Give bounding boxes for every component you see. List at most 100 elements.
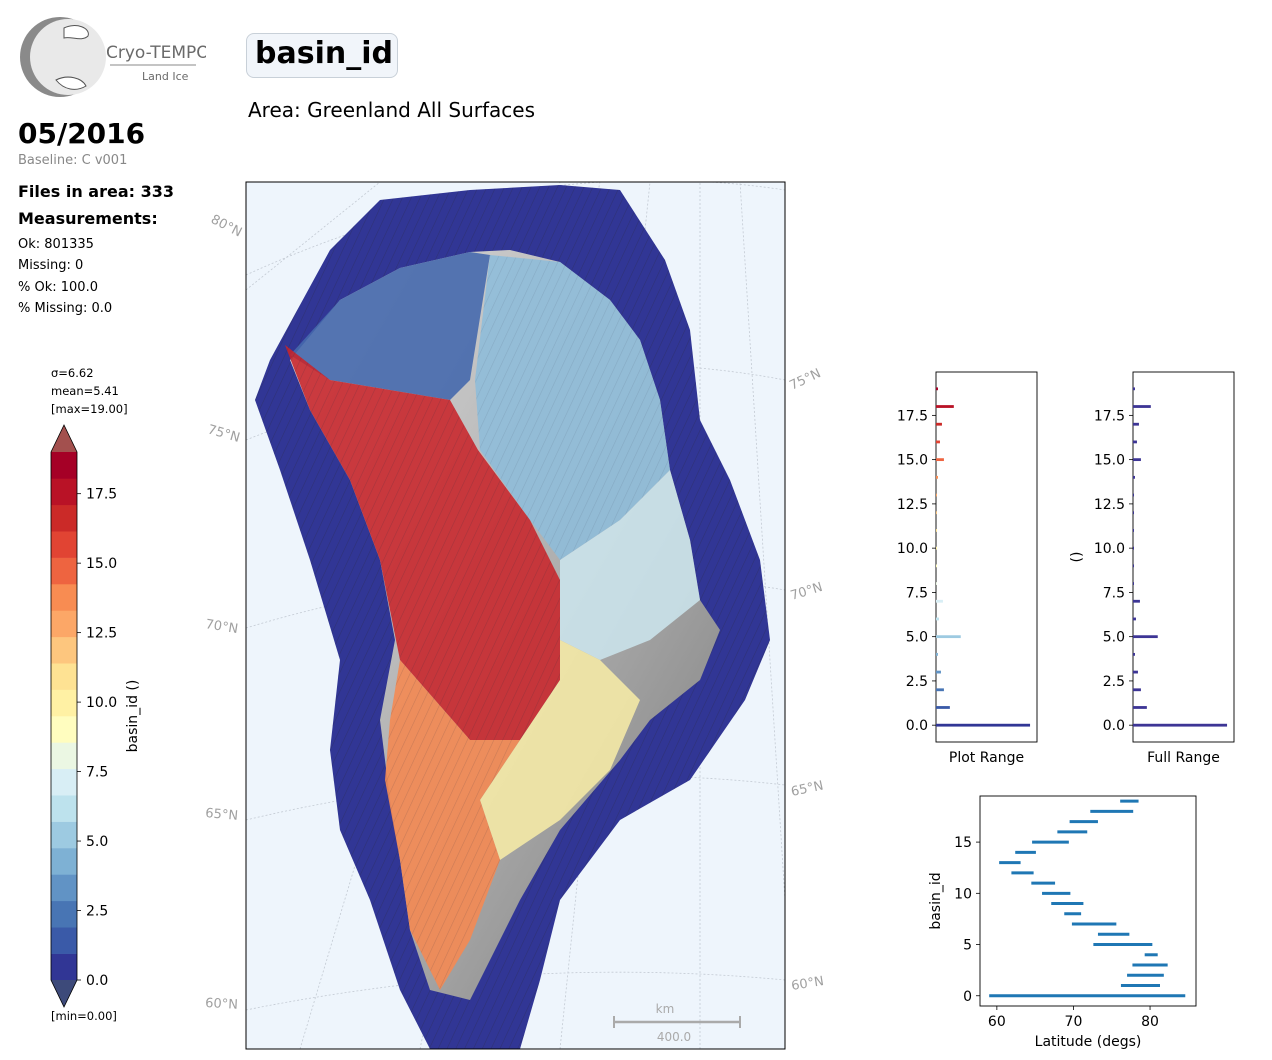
histogram-bar: [1133, 475, 1135, 479]
map-frame: [245, 181, 786, 1050]
stat-percent-missing: % Missing: 0.0: [18, 301, 113, 316]
stat-percent-ok: % Ok: 100.0: [18, 280, 98, 295]
histogram-tick-label: 10.0: [1094, 541, 1125, 557]
colorbar-tick-label: 10.0: [86, 695, 117, 711]
colorbar-segment: [51, 663, 77, 690]
histogram-tick-label: 0.0: [1103, 718, 1125, 734]
colorbar-segment: [51, 531, 77, 558]
histogram-bar: [936, 617, 939, 621]
colorbar-under-arrow: [51, 980, 77, 1007]
histogram-frame: [935, 371, 1038, 743]
histogram-bar: [1133, 422, 1139, 426]
histogram-bar: [1133, 723, 1228, 727]
colorbar-tick-label: 17.5: [86, 487, 117, 503]
histogram-bar: [1133, 688, 1141, 692]
page-title: basin_id: [255, 36, 393, 71]
histogram-bar: [936, 706, 950, 709]
colorbar-segment: [51, 610, 77, 638]
histogram-tick-label: 5.0: [1103, 630, 1125, 646]
colorbar-tick-label: 15.0: [86, 556, 117, 572]
colorbar-segment: [51, 452, 77, 479]
histogram-bar: [936, 546, 937, 550]
histogram-frame: [1132, 371, 1235, 743]
date-label: 05/2016: [18, 117, 146, 150]
latplot-xlabel: Latitude (degs): [1035, 1034, 1142, 1050]
map-basin-northwest: [290, 252, 490, 400]
map-basin-east: [560, 470, 700, 660]
lat-label-70-right: 70°N: [789, 580, 825, 604]
lat-label-70-left: 70°N: [204, 617, 239, 637]
histogram-bar: [1133, 387, 1135, 391]
colorbar-segment: [51, 927, 77, 954]
histogram-tick-label: 12.5: [897, 497, 928, 513]
histogram-ylabel: (): [1069, 552, 1085, 563]
histogram-bar: [936, 422, 942, 426]
latplot-ytick-label: 10: [954, 886, 972, 902]
histogram-bar: [1133, 511, 1134, 515]
histogram-tick-label: 7.5: [1103, 585, 1125, 601]
colorbar-segment: [51, 874, 77, 902]
histogram-bar: [1133, 635, 1158, 639]
lat-label-80-left: 80°N: [208, 212, 244, 240]
colorbar-segment: [51, 636, 77, 664]
cryo-tempo-logo: Cryo-TEMPO Land Ice: [20, 17, 206, 97]
histogram-bar: [936, 475, 938, 479]
histogram-tick-label: 2.5: [1103, 674, 1125, 690]
latplot-ytick-label: 0: [963, 989, 972, 1005]
colorbar-tick-label: 7.5: [86, 765, 108, 781]
histogram-tick-label: 17.5: [897, 408, 928, 424]
lat-label-65-left: 65°N: [205, 806, 239, 824]
histogram-bar: [1133, 652, 1135, 656]
full-range-histogram: 0.0 2.5 5.0 7.5 10.0 12.5 15.0 17.5 Full Range (): [1069, 371, 1235, 766]
stat-missing: Missing: 0: [18, 258, 84, 273]
histogram-bar: [936, 440, 940, 444]
histogram-bar: [1133, 582, 1134, 585]
colorbar-over-arrow: [51, 425, 77, 452]
map-basin-southeast: [480, 640, 640, 860]
greenland-map: 80°N 75°N 75°N 70°N 70°N 65°N 65°N 60°N …: [204, 181, 825, 1050]
histogram-bar: [1133, 493, 1134, 497]
histogram-xlabel: Plot Range: [949, 750, 1024, 766]
colorbar-tick-label: 12.5: [86, 626, 117, 642]
plot-range-histogram: 0.0 2.5 5.0 7.5 10.0 12.5 15.0 17.5 Plot Range: [897, 371, 1038, 766]
histogram-bar: [936, 511, 937, 515]
histogram-bar: [936, 529, 937, 532]
colorbar-segment: [51, 716, 77, 743]
histogram-xlabel: Full Range: [1147, 750, 1220, 766]
colorbar-segment: [51, 900, 77, 928]
histogram-tick-label: 2.5: [906, 674, 928, 690]
histogram-tick-label: 7.5: [906, 585, 928, 601]
latplot-xtick-label: 80: [1141, 1014, 1159, 1030]
histogram-bar: [936, 405, 954, 408]
histogram-bar: [1133, 564, 1134, 568]
colorbar-tick-label: 5.0: [86, 834, 108, 850]
histogram-tick-label: 5.0: [906, 630, 928, 646]
histogram-bar: [1133, 458, 1141, 462]
histogram-bar: [1133, 405, 1151, 408]
latplot-ytick-label: 5: [963, 938, 972, 954]
colorbar-label: basin_id (): [125, 680, 141, 753]
histogram-tick-label: 12.5: [1094, 497, 1125, 513]
histogram-tick-label: 17.5: [1094, 408, 1125, 424]
histogram-bar: [936, 670, 941, 674]
colorbar-segment: [51, 689, 77, 717]
histogram-bar: [936, 723, 1031, 727]
colorbar-min: [min=0.00]: [51, 1009, 117, 1023]
map-scale-bar: km 400.0: [613, 1002, 741, 1044]
colorbar-segment: [51, 504, 77, 532]
baseline-label: Baseline: C v001: [18, 153, 128, 168]
histogram-bar: [1133, 617, 1136, 621]
logo-subtitle: Land Ice: [142, 70, 189, 83]
colorbar-segment: [51, 821, 77, 849]
colorbar: 0.0 2.5 5.0 7.5 10.0 12.5 15.0 17.5 basin_id (): [50, 424, 141, 1008]
histogram-bar: [936, 652, 938, 656]
colorbar-segment: [51, 953, 77, 981]
colorbar-max: [max=19.00]: [51, 402, 128, 416]
histogram-bar: [936, 458, 944, 462]
histogram-tick-label: 0.0: [906, 718, 928, 734]
histogram-bar: [936, 635, 961, 639]
histogram-bar: [936, 599, 943, 603]
logo-title: Cryo-TEMPO: [106, 43, 206, 63]
files-count: Files in area: 333: [18, 182, 174, 201]
histogram-tick-label: 15.0: [897, 453, 928, 469]
